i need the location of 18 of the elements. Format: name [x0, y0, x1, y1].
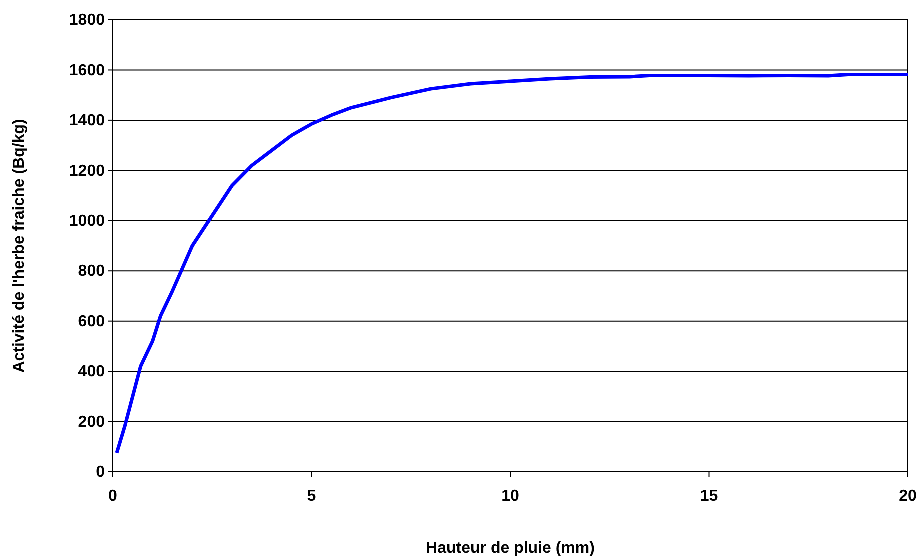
y-tick-label: 800: [78, 263, 106, 280]
x-tick-label: 5: [307, 488, 316, 505]
y-tick-label: 1200: [69, 162, 106, 180]
y-tick-label: 1000: [69, 213, 106, 230]
x-tick-label: 10: [502, 488, 520, 505]
y-tick-label: 1400: [69, 112, 106, 130]
y-tick-label: 600: [78, 313, 106, 330]
x-tick-label: 20: [899, 488, 917, 505]
y-tick-label: 200: [78, 414, 106, 431]
y-tick-label: 1600: [69, 62, 106, 80]
x-tick-label: 15: [700, 488, 718, 505]
y-tick-label: 0: [96, 464, 106, 482]
y-tick-label: 400: [78, 364, 106, 381]
x-tick-label: 0: [108, 488, 118, 505]
line-series: [115, 72, 910, 455]
y-tick-label: 1800: [69, 12, 106, 30]
x-axis-title: Hauteur de pluie (mm): [426, 540, 595, 557]
y-axis-title: Activité de l'herbe fraiche (Bq/kg): [11, 119, 28, 373]
